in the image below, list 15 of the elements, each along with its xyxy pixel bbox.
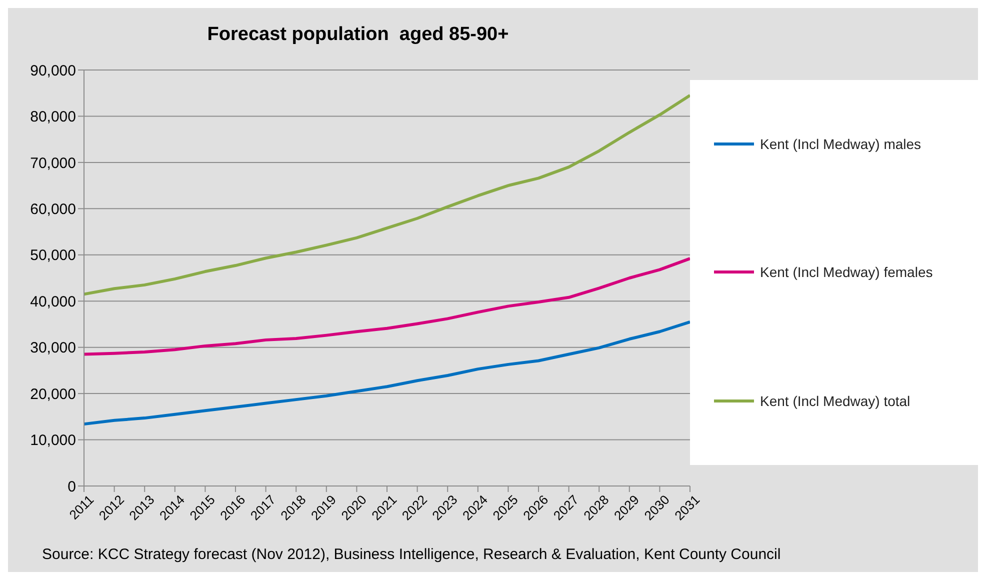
y-tick-label: 10,000 [30,432,76,450]
y-tick-label: 70,000 [30,154,76,172]
source-note: Source: KCC Strategy forecast (Nov 2012), Business Intelligence, Research & Evaluation, Kent County Council [42,546,781,563]
y-tick-label: 80,000 [30,108,76,126]
y-tick-label: 20,000 [30,386,76,403]
legend-label: Kent (Incl Medway) total [760,392,910,409]
y-tick-label: 0 [68,478,76,496]
chart-title: Forecast population aged 85-90+ [206,24,510,46]
y-tick-label: 50,000 [30,247,76,264]
legend-label: Kent (Incl Medway) females [760,264,933,280]
y-tick-label: 40,000 [30,293,76,310]
y-tick-label: 90,000 [30,62,76,80]
legend-label: Kent (Incl Medway) males [760,136,922,152]
y-tick-label: 30,000 [30,340,76,357]
y-tick-label: 60,000 [30,200,76,218]
